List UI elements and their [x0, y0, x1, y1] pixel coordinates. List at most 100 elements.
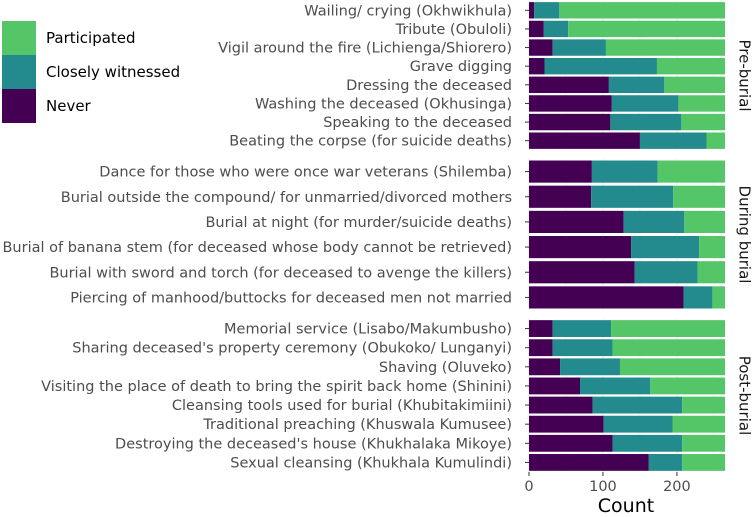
bar-segment-participated	[611, 320, 725, 337]
bar-segment-participated	[682, 454, 725, 471]
bar-segment-never	[529, 396, 593, 414]
category-label: Burial outside the compound/ for unmarri…	[61, 190, 512, 206]
facet-label: Pre-burial	[736, 40, 754, 112]
bar-segment-never	[529, 185, 592, 208]
bar-segment-never	[529, 20, 544, 38]
bar-segment-participated	[664, 76, 725, 94]
category-label: Memorial service (Lisabo/Makumbusho)	[224, 322, 512, 338]
bar-segment-participated	[673, 185, 725, 208]
bar-segment-witnessed	[591, 185, 674, 208]
bar-segment-participated	[656, 57, 725, 75]
bar-segment-never	[529, 2, 535, 19]
bar-segment-witnessed	[683, 286, 713, 309]
bar-segment-witnessed	[611, 95, 679, 112]
bar-segment-witnessed	[534, 2, 560, 19]
category-labels: Wailing/ crying (Okhwikhula) Tribute (Obu…	[2, 3, 529, 471]
bar-segment-never	[529, 377, 581, 395]
category-label: Dance for those who were once war vetera…	[99, 165, 512, 181]
category-label: Speaking to the deceased	[323, 115, 512, 131]
legend-label-witnessed: Closely witnessed	[46, 63, 180, 81]
bar-segment-witnessed	[648, 454, 683, 471]
x-tick-label: 0	[524, 479, 533, 495]
bar-segment-participated	[681, 113, 725, 131]
bar-segment-participated	[619, 358, 725, 376]
category-label: Dressing the deceased	[346, 78, 512, 94]
bar-segment-never	[529, 339, 553, 357]
bar-segment-witnessed	[592, 396, 683, 414]
bar-segment-participated	[612, 339, 725, 357]
bar-segment-witnessed	[552, 320, 612, 337]
bar-segment-never	[529, 57, 545, 75]
category-label: Piercing of manhood/buttocks for decease…	[70, 290, 512, 306]
bar-segment-witnessed	[552, 39, 606, 56]
bar-segment-never	[529, 113, 611, 131]
category-label: Sexual cleansing (Khukhala Kumulindi)	[230, 455, 512, 471]
category-label: Traditional preaching (Khuswala Kumusee)	[202, 417, 512, 433]
bar-segment-witnessed	[552, 339, 613, 357]
legend-label-participated: Participated	[46, 29, 136, 47]
bar-segment-participated	[650, 377, 725, 395]
category-label: Burial of banana stem (for deceased whos…	[2, 240, 512, 256]
bar-segment-participated	[672, 415, 725, 433]
bar-segment-witnessed	[544, 57, 657, 75]
legend-swatch-never	[2, 89, 36, 123]
bar-segment-participated	[699, 236, 725, 259]
category-label: Destroying the deceased's house (Khukhal…	[115, 436, 512, 452]
category-label: Visiting the place of death to bring the…	[41, 379, 512, 395]
bar-segment-participated	[684, 210, 725, 233]
bar-segment-witnessed	[608, 76, 665, 94]
x-tick-label: 200	[663, 479, 691, 495]
category-label: Sharing deceased's property ceremony (Ob…	[72, 341, 512, 357]
bar-segment-never	[529, 76, 609, 94]
category-label: Vigil around the fire (Lichienga/Shiorer…	[218, 41, 512, 57]
bar-segment-participated	[657, 160, 725, 183]
bar-segment-participated	[682, 396, 725, 414]
bar-segment-participated	[605, 39, 725, 56]
bar-segment-witnessed	[610, 113, 682, 131]
facet-label: Post-burial	[736, 356, 754, 436]
bar-segment-witnessed	[580, 377, 651, 395]
bar-segment-participated	[712, 286, 725, 309]
legend: Participated Closely witnessed Never	[2, 21, 180, 123]
bar-segment-witnessed	[634, 261, 698, 284]
bar-segment-never	[529, 415, 604, 433]
bar-segment-witnessed	[631, 236, 700, 259]
x-axis-title: Count	[598, 495, 654, 517]
category-label: Washing the deceased (Okhusinga)	[255, 96, 512, 112]
facet-strips: Pre-burial During burial Post-burial	[736, 40, 754, 436]
bars	[529, 2, 725, 471]
bar-segment-never	[529, 320, 553, 337]
legend-label-never: Never	[46, 97, 92, 115]
legend-swatch-participated	[2, 21, 36, 55]
bar-segment-witnessed	[560, 358, 620, 376]
legend-swatch-witnessed	[2, 55, 36, 89]
bar-segment-witnessed	[639, 132, 707, 149]
bar-segment-never	[529, 434, 613, 452]
category-label: Cleansing tools used for burial (Khubita…	[172, 398, 512, 414]
category-label: Burial with sword and torch (for decease…	[49, 265, 512, 281]
bar-segment-participated	[682, 434, 725, 452]
bar-segment-never	[529, 358, 561, 376]
bar-segment-never	[529, 261, 635, 284]
category-label: Burial at night (for murder/suicide deat…	[205, 215, 512, 231]
bar-segment-participated	[568, 20, 725, 38]
category-label: Tribute (Obuloli)	[395, 22, 512, 38]
bar-segment-witnessed	[591, 160, 658, 183]
bar-segment-never	[529, 210, 624, 233]
bar-segment-never	[529, 236, 632, 259]
facet-label: During burial	[736, 186, 754, 284]
bar-segment-never	[529, 95, 612, 112]
bar-segment-witnessed	[612, 434, 683, 452]
x-axis: Count 0 100 200	[524, 472, 691, 517]
category-label: Beating the corpse (for suicide deaths)	[229, 134, 512, 150]
bar-segment-participated	[706, 132, 725, 149]
bar-segment-never	[529, 454, 649, 471]
bar-segment-witnessed	[623, 210, 685, 233]
x-tick-label: 100	[589, 479, 617, 495]
bar-segment-participated	[559, 2, 725, 19]
bar-segment-participated	[697, 261, 725, 284]
bar-segment-never	[529, 39, 553, 56]
bar-segment-never	[529, 160, 592, 183]
bar-segment-participated	[678, 95, 725, 112]
